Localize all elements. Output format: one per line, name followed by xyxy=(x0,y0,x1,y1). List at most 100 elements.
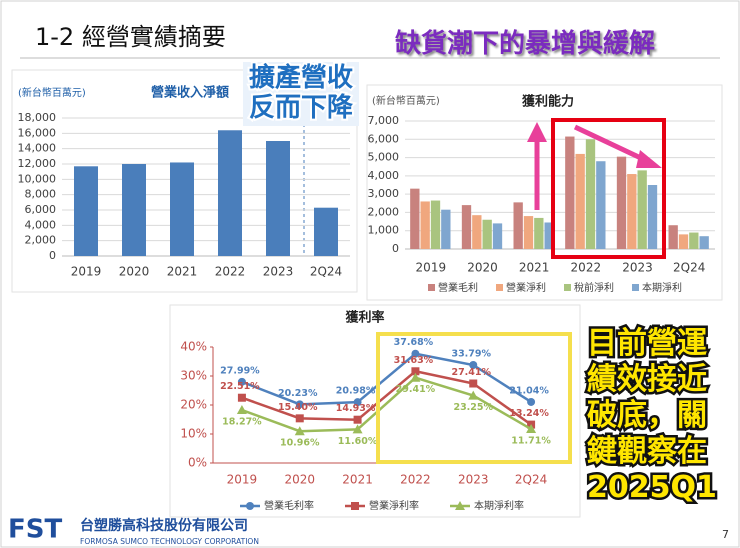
x-tick-label: 2021 xyxy=(519,261,550,275)
y-tick-label: 18,000 xyxy=(18,111,57,124)
point xyxy=(295,400,304,409)
bar xyxy=(266,141,290,256)
point xyxy=(353,398,362,407)
y-tick-label: 4,000 xyxy=(25,218,57,231)
y-axis-label: (新台幣百萬元) xyxy=(18,86,86,99)
y-tick-label: 5,000 xyxy=(368,151,400,164)
y-tick-label: 7,000 xyxy=(368,114,400,127)
value-label: 37.68% xyxy=(394,337,434,348)
point xyxy=(236,405,247,415)
x-tick-label: 2022 xyxy=(215,265,246,279)
line xyxy=(241,352,532,406)
bar xyxy=(513,202,523,249)
x-tick-label: 2019 xyxy=(416,261,447,275)
bar xyxy=(647,185,658,249)
value-label: 33.79% xyxy=(451,349,491,360)
callout: 缺貨潮下的暴增與緩解 xyxy=(393,27,657,61)
callout-line: 擴產營收 xyxy=(247,61,355,95)
x-tick-label: 2019 xyxy=(71,265,102,279)
arrow xyxy=(573,124,647,163)
line xyxy=(241,369,532,426)
bar xyxy=(689,232,699,249)
bar xyxy=(492,223,503,249)
point xyxy=(411,367,420,376)
x-tick-label: 2023 xyxy=(458,473,489,487)
point xyxy=(294,426,305,436)
bar xyxy=(534,217,544,249)
bar xyxy=(678,234,689,249)
callout-line: 反而下降 xyxy=(247,91,355,125)
highlight-box xyxy=(376,332,572,464)
value-label: 27.99% xyxy=(220,365,260,376)
legend-marker xyxy=(351,502,359,510)
y-tick-label: 8,000 xyxy=(25,188,57,201)
bar xyxy=(430,200,441,249)
value-label: 20.98% xyxy=(336,386,376,397)
x-tick-label: 2Q24 xyxy=(673,261,705,275)
x-tick-label: 2020 xyxy=(119,265,150,279)
value-label: 22.51% xyxy=(220,381,260,392)
x-tick-label: 2022 xyxy=(571,261,602,275)
bar xyxy=(461,205,472,249)
arrow-head xyxy=(527,122,547,142)
y-tick-label: 30% xyxy=(180,369,207,383)
bar xyxy=(668,225,678,249)
y-tick-label: 1,000 xyxy=(368,224,400,237)
legend-label: 本期淨利率 xyxy=(474,499,524,512)
line xyxy=(241,376,532,433)
value-label: 31.63% xyxy=(394,355,434,366)
bar xyxy=(627,174,637,249)
y-tick-label: 16,000 xyxy=(18,126,57,139)
bar xyxy=(218,130,242,256)
slide-title: 1-2 經營實績摘要 xyxy=(35,23,226,51)
callout-line: 目前營運 xyxy=(585,324,710,364)
x-tick-label: 2023 xyxy=(622,261,653,275)
bar xyxy=(596,161,606,249)
value-label: 10.96% xyxy=(280,438,320,449)
x-tick-label: 2023 xyxy=(263,265,294,279)
point xyxy=(237,377,246,386)
x-tick-label: 2021 xyxy=(167,265,198,279)
point xyxy=(526,424,537,434)
value-label: 23.25% xyxy=(453,402,493,413)
bar xyxy=(575,153,585,249)
chart-title: 獲利率 xyxy=(345,310,384,326)
callout-line: 2025Q1 xyxy=(585,468,720,508)
company-name-en: FORMOSA SUMCO TECHNOLOGY CORPORATION xyxy=(80,537,259,546)
arrow-head xyxy=(636,150,662,168)
y-tick-label: 2,000 xyxy=(368,205,400,218)
x-tick-label: 2022 xyxy=(400,473,431,487)
callout-line: 績效接近 xyxy=(585,360,710,400)
y-tick-label: 0% xyxy=(188,456,207,470)
point xyxy=(469,361,478,370)
callout-line: 鍵觀察在 xyxy=(585,432,710,472)
point xyxy=(469,379,478,388)
y-tick-label: 12,000 xyxy=(18,157,57,170)
callout: 目前營運 績效接近 破底，關 鍵觀察在 2025Q1 xyxy=(585,324,720,508)
bar xyxy=(637,170,647,249)
legend-label: 稅前淨利 xyxy=(574,281,614,294)
legend-label: 本期淨利 xyxy=(642,281,682,294)
point xyxy=(295,414,304,423)
chart-frame xyxy=(11,69,358,293)
bar xyxy=(170,162,194,256)
y-tick-label: 6,000 xyxy=(25,203,57,216)
highlight-box xyxy=(551,118,666,259)
bar xyxy=(523,216,534,249)
value-label: 29.41% xyxy=(396,384,436,395)
legend-marker xyxy=(455,501,465,510)
y-tick-label: 0 xyxy=(392,242,399,255)
callout: 擴產營收 反而下降 xyxy=(243,61,360,126)
chart-title: 獲利能力 xyxy=(522,94,574,110)
bar xyxy=(122,164,146,256)
y-tick-label: 40% xyxy=(180,340,207,354)
bar xyxy=(410,188,420,249)
value-label: 27.41% xyxy=(451,367,491,378)
value-label: 14.93% xyxy=(336,403,376,414)
point xyxy=(527,397,536,406)
legend-swatch xyxy=(496,284,503,291)
x-tick-label: 2Q24 xyxy=(310,265,342,279)
bar xyxy=(472,215,482,249)
